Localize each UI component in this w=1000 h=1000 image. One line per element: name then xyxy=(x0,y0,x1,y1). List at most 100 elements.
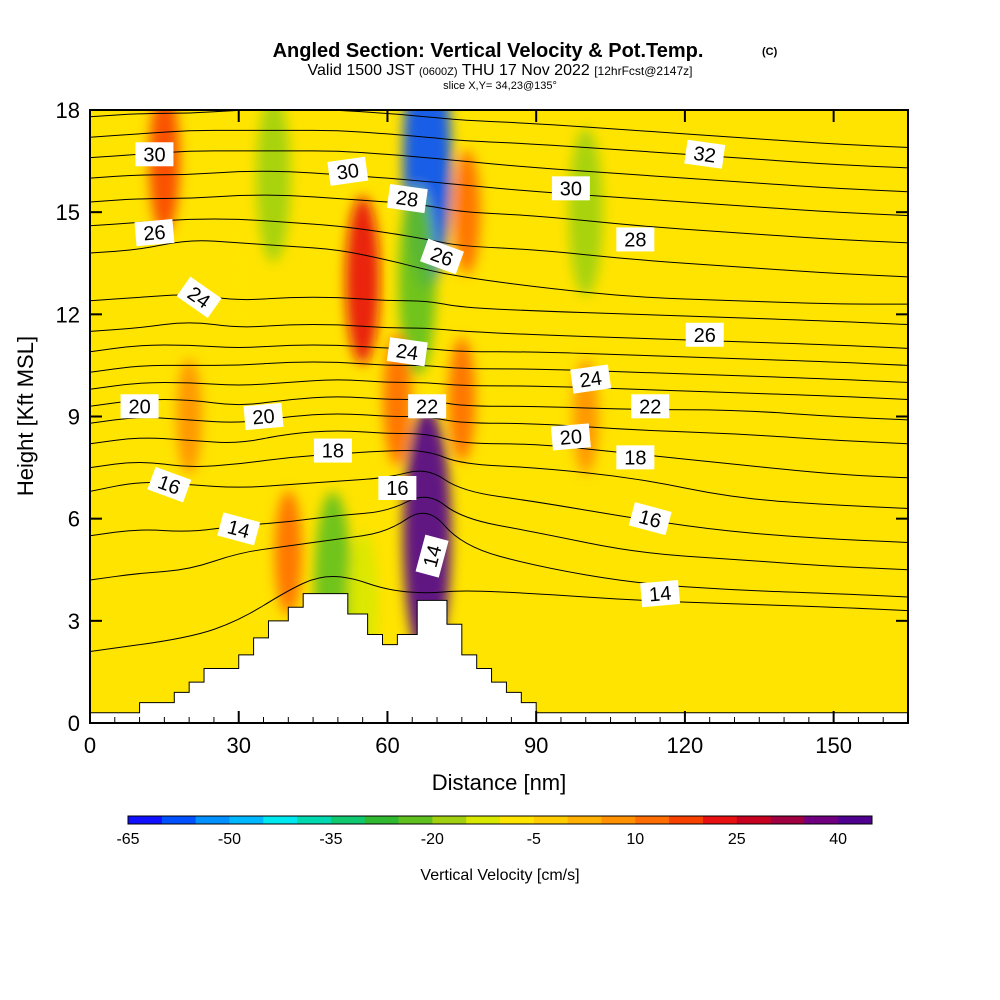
colorbar-title: Vertical Velocity [cm/s] xyxy=(420,867,579,884)
colorbar-tick-label: 25 xyxy=(728,831,746,848)
theta-label-bg xyxy=(386,337,428,367)
theta-label-bg xyxy=(640,579,681,608)
theta-label-bg xyxy=(570,364,612,394)
theta-contour-32 xyxy=(90,110,908,148)
updraft-cell-3 xyxy=(345,196,380,365)
colorbar-tick-label: -35 xyxy=(319,831,342,848)
title-valid: Valid 1500 JST (0600Z) THU 17 Nov 2022 [… xyxy=(308,62,693,79)
colorbar-tick-label: -5 xyxy=(527,831,541,848)
theta-label-bg xyxy=(135,142,174,167)
theta-label-bg xyxy=(616,227,655,252)
theta-label-9: 24 xyxy=(386,337,428,367)
theta-label-bg xyxy=(327,156,369,186)
colorbar-tick-label: -20 xyxy=(421,831,444,848)
theta-label-bg xyxy=(415,534,449,578)
theta-label-bg xyxy=(378,476,417,501)
theta-label-text: 30 xyxy=(335,160,360,185)
x-tick-label: 150 xyxy=(815,733,852,758)
colorbar-tick-label: -50 xyxy=(218,831,241,848)
colorbar-swatch-7 xyxy=(364,816,400,824)
theta-label-2: 28 xyxy=(386,184,428,214)
theta-label-text: 24 xyxy=(395,340,420,365)
theta-label-text: 26 xyxy=(142,222,166,246)
colorbar-swatch-11 xyxy=(500,816,535,824)
colorbar-swatch-1 xyxy=(161,816,197,824)
colorbar-swatch-8 xyxy=(398,816,433,824)
theta-contour-20 xyxy=(90,396,908,421)
theta-contour-22 xyxy=(90,361,908,383)
theta-label-bg xyxy=(147,466,192,503)
colorbar-swatch-21 xyxy=(838,816,873,824)
theta-label-text: 18 xyxy=(624,447,646,469)
title-slice: slice X,Y= 34,23@135° xyxy=(443,80,557,92)
colorbar-swatch-3 xyxy=(229,816,264,824)
title-main-mark: (C) xyxy=(762,46,778,58)
colorbar-swatch-12 xyxy=(533,816,569,824)
theta-label-bg xyxy=(176,276,222,319)
terrain-mask xyxy=(90,593,908,723)
colorbar: -65 -50 -35 -20 -5 10 25 40 xyxy=(116,815,873,848)
theta-contour-15 xyxy=(90,496,908,571)
colorbar-swatch-19 xyxy=(770,816,805,824)
theta-label-5: 26 xyxy=(134,218,175,247)
theta-label-text: 22 xyxy=(639,396,661,418)
theta-label-text: 30 xyxy=(143,144,165,166)
colorbar-swatch-4 xyxy=(263,816,298,824)
theta-label-0: 30 xyxy=(135,142,174,167)
colorbar-tick-label: 10 xyxy=(626,831,644,848)
colorbar-frame xyxy=(127,815,873,825)
x-tick-label: 30 xyxy=(226,733,250,758)
x-tick-label: 0 xyxy=(84,733,96,758)
theta-label-text: 28 xyxy=(395,187,420,212)
theta-label-bg xyxy=(684,139,726,169)
y-tick-label: 0 xyxy=(68,711,80,736)
theta-label-4: 32 xyxy=(684,139,726,169)
theta-label-text: 18 xyxy=(322,441,344,463)
title-main: Angled Section: Vertical Velocity & Pot.… xyxy=(273,40,704,62)
colorbar-tick-label: -65 xyxy=(116,831,139,848)
theta-label-1: 30 xyxy=(327,156,369,186)
colorbar-swatch-13 xyxy=(567,816,602,824)
colorbar-swatch-15 xyxy=(635,816,670,824)
theta-label-text: 22 xyxy=(416,396,438,418)
y-axis-title: Height [Kft MSL] xyxy=(13,336,38,496)
x-tick-label: 90 xyxy=(524,733,548,758)
colorbar-swatch-14 xyxy=(601,816,636,824)
theta-label-text: 14 xyxy=(648,583,672,607)
x-axis: 0 30 60 90 120 150 xyxy=(84,110,884,758)
theta-label-3: 30 xyxy=(551,176,590,201)
colorbar-swatch-20 xyxy=(804,816,839,824)
theta-label-bg xyxy=(550,423,591,451)
theta-contour-19 xyxy=(90,413,908,445)
theta-label-bg xyxy=(313,438,352,463)
theta-label-14: 22 xyxy=(408,394,447,419)
colorbar-swatch-6 xyxy=(330,816,366,824)
colorbar-swatch-18 xyxy=(736,816,772,824)
downdraft-cell-2 xyxy=(225,218,253,343)
theta-label-bg xyxy=(408,394,447,419)
theta-label-text: 26 xyxy=(694,325,716,347)
colorbar-swatch-5 xyxy=(297,816,332,824)
updraft-cell-0 xyxy=(149,110,180,235)
theta-label-text: 32 xyxy=(692,143,717,168)
theta-label-23: 14 xyxy=(415,534,449,578)
theta-label-bg xyxy=(217,512,261,546)
theta-contour-17 xyxy=(90,450,908,509)
updraft-cell-15 xyxy=(176,358,202,475)
colorbar-swatch-2 xyxy=(195,816,230,824)
theta-label-20: 16 xyxy=(378,476,417,501)
theta-label-22: 14 xyxy=(217,512,261,546)
y-tick-label: 9 xyxy=(68,405,80,430)
y-tick-label: 12 xyxy=(56,302,80,327)
colorbar-swatch-17 xyxy=(702,816,738,824)
y-tick-label: 15 xyxy=(56,200,80,225)
x-axis-title: Distance [nm] xyxy=(432,770,567,795)
theta-label-text: 30 xyxy=(560,178,582,200)
downdraft-cell-1 xyxy=(256,110,291,263)
field-background xyxy=(90,110,908,723)
theta-label-bg xyxy=(120,394,159,419)
colorbar-swatch-10 xyxy=(466,816,501,824)
colorbar-swatch-9 xyxy=(432,816,467,824)
